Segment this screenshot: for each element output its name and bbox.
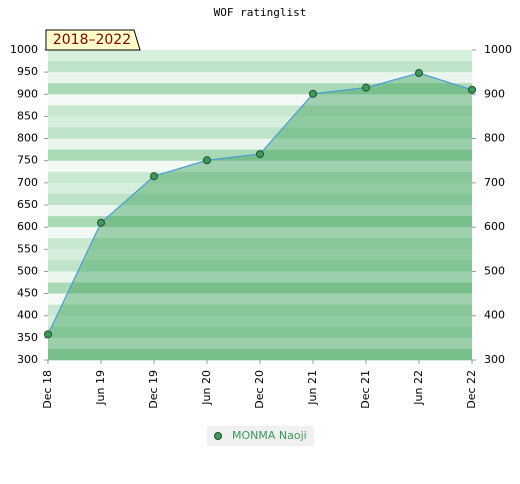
y-tick-label: 850: [17, 109, 38, 122]
background-stripe: [48, 72, 472, 84]
background-stripe: [48, 105, 472, 117]
background-stripe: [48, 138, 472, 151]
background-stripe: [48, 205, 472, 217]
y-tick-label: 1000: [10, 43, 38, 56]
legend-box: [207, 426, 314, 446]
x-tick-label: Dec 19: [147, 370, 160, 409]
background-stripe: [48, 127, 472, 140]
y-tick-label: 550: [17, 242, 38, 255]
data-point: [44, 330, 52, 339]
legend-label: MONMA Naoji: [232, 429, 307, 442]
background-stripe: [48, 271, 472, 283]
chart-title: WOF ratinglist: [214, 6, 307, 19]
background-stripe: [48, 260, 472, 272]
y-tick-label: 900: [17, 87, 38, 100]
x-tick-label: Jun 20: [200, 370, 213, 406]
background-stripe: [48, 61, 472, 73]
data-point: [97, 218, 105, 227]
y2-tick-label: 700: [484, 176, 505, 189]
y-tick-label: 650: [17, 198, 38, 211]
x-tick-label: Dec 18: [41, 370, 54, 409]
y2-tick-label: 300: [484, 353, 505, 366]
background-stripe: [48, 116, 472, 128]
y2-tick-label: 600: [484, 220, 505, 233]
annotation: 2018–2022: [53, 32, 131, 48]
background-stripe: [48, 282, 472, 295]
y-tick-label: 450: [17, 287, 38, 300]
background-stripe: [48, 216, 472, 228]
x-tick-label: Jun 19: [94, 370, 107, 406]
background-stripe: [48, 193, 472, 206]
y2-tick-label: 800: [484, 132, 505, 145]
background-stripe: [48, 249, 472, 261]
y2-tick-label: 1000: [484, 43, 512, 56]
y2-tick-label: 500: [484, 264, 505, 277]
background-stripe: [48, 227, 472, 239]
data-point: [150, 172, 158, 181]
background-stripe: [48, 337, 472, 350]
data-point: [203, 156, 211, 165]
y-tick-label: 800: [17, 132, 38, 145]
y-tick-label: 300: [17, 353, 38, 366]
background-stripe: [48, 50, 472, 62]
area-fill: [48, 73, 472, 361]
x-tick-label: Jun 22: [412, 370, 425, 406]
x-tick-label: Dec 21: [359, 370, 372, 409]
y-tick-label: 750: [17, 154, 38, 167]
background-stripe: [48, 94, 472, 106]
background-stripe: [48, 315, 472, 328]
background-stripe: [48, 182, 472, 195]
background-stripe: [48, 83, 472, 95]
x-tick-label: Dec 20: [253, 370, 266, 409]
background-stripe: [48, 238, 472, 250]
data-point: [415, 69, 423, 78]
x-tick-label: Jun 21: [306, 370, 319, 406]
data-point: [256, 150, 264, 159]
annotation-box: [45, 29, 141, 51]
data-point: [468, 85, 476, 94]
y-tick-label: 950: [17, 65, 38, 78]
y2-tick-label: 400: [484, 309, 505, 322]
background-stripe: [48, 293, 472, 306]
y-tick-label: 500: [17, 264, 38, 277]
data-point: [362, 83, 370, 92]
legend-marker: [214, 432, 222, 440]
background-stripe: [48, 326, 472, 339]
y-tick-label: 400: [17, 309, 38, 322]
y-tick-label: 350: [17, 331, 38, 344]
y-tick-label: 700: [17, 176, 38, 189]
y-tick-label: 600: [17, 220, 38, 233]
background-stripe: [48, 304, 472, 317]
x-tick-label: Dec 22: [465, 370, 478, 409]
background-stripe: [48, 160, 472, 173]
data-point: [309, 89, 317, 98]
y2-tick-label: 900: [484, 87, 505, 100]
background-stripe: [48, 171, 472, 184]
background-stripe: [48, 348, 472, 361]
